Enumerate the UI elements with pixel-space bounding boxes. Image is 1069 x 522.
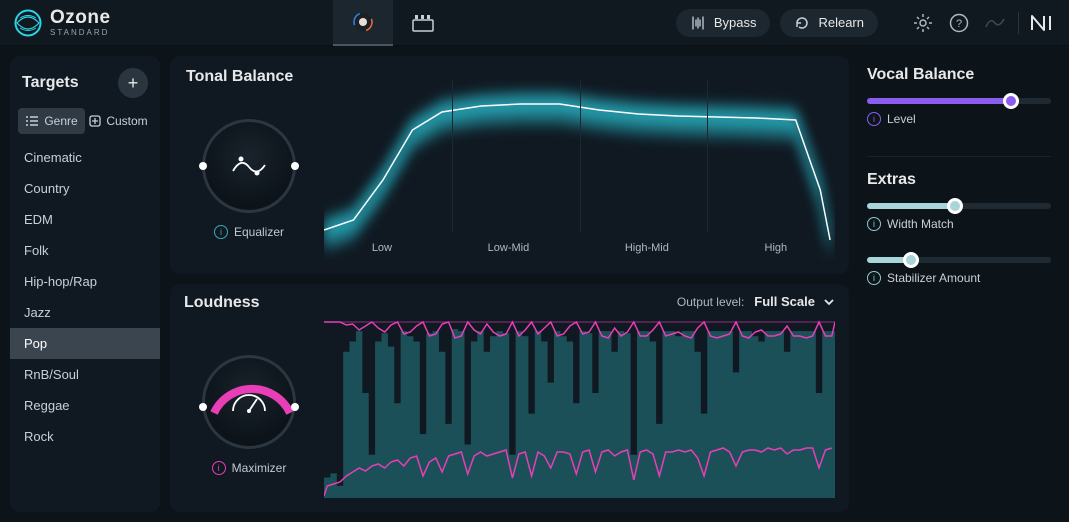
tab-custom-label: Custom: [106, 114, 147, 128]
vocal-level-slider[interactable]: [867, 98, 1051, 104]
info-icon[interactable]: i: [212, 461, 226, 475]
link-button[interactable]: [982, 10, 1008, 36]
add-target-button[interactable]: +: [118, 68, 148, 98]
add-box-icon: [89, 115, 101, 127]
orb-icon: [352, 11, 374, 33]
info-icon[interactable]: i: [867, 271, 881, 285]
list-icon: [25, 115, 39, 127]
genre-item-rock[interactable]: Rock: [10, 421, 160, 452]
vocal-balance-section: Vocal Balance i Level: [859, 56, 1059, 152]
genre-item-folk[interactable]: Folk: [10, 235, 160, 266]
loudness-card: Loudness Output level: Full Scale: [170, 284, 849, 512]
bypass-label: Bypass: [714, 15, 757, 30]
logo-icon: [14, 9, 42, 37]
vocal-level-label: Level: [887, 112, 916, 126]
equalizer-knob[interactable]: [202, 119, 296, 213]
genre-item-edm[interactable]: EDM: [10, 204, 160, 235]
loudness-graph[interactable]: [324, 298, 835, 498]
help-icon: ?: [949, 13, 969, 33]
tonal-balance-card: Tonal Balance i Equalizer: [170, 56, 849, 274]
tonal-title: Tonal Balance: [186, 68, 293, 86]
settings-button[interactable]: [910, 10, 936, 36]
maximizer-label: Maximizer: [232, 461, 287, 475]
genre-item-pop[interactable]: Pop: [10, 328, 160, 359]
modules-icon: [412, 14, 434, 32]
app-edition: STANDARD: [50, 29, 111, 37]
tab-genre-label: Genre: [44, 114, 77, 128]
tab-genre[interactable]: Genre: [18, 108, 85, 134]
band-label: Low: [372, 242, 392, 254]
genre-item-reggae[interactable]: Reggae: [10, 390, 160, 421]
band-label: Low-Mid: [488, 242, 530, 254]
bypass-icon: [690, 15, 706, 31]
svg-text:?: ?: [956, 18, 962, 30]
genre-item-jazz[interactable]: Jazz: [10, 297, 160, 328]
width-match-label: Width Match: [887, 217, 954, 231]
extras-section: Extras i Width Match i St: [859, 161, 1059, 311]
relearn-button[interactable]: Relearn: [780, 9, 878, 37]
output-level-label: Output level:: [677, 295, 744, 309]
info-icon[interactable]: i: [867, 217, 881, 231]
vocal-balance-title: Vocal Balance: [867, 66, 1051, 84]
genre-item-country[interactable]: Country: [10, 173, 160, 204]
maximizer-arc-icon: [202, 355, 302, 455]
stabilizer-slider[interactable]: [867, 257, 1051, 263]
equalizer-label: Equalizer: [234, 225, 284, 239]
info-icon[interactable]: i: [867, 112, 881, 126]
top-tab-assistant[interactable]: [333, 0, 393, 46]
top-tab-modules[interactable]: [393, 0, 453, 46]
help-button[interactable]: ?: [946, 10, 972, 36]
targets-title: Targets: [22, 74, 79, 92]
output-level-select[interactable]: Full Scale: [754, 294, 835, 309]
app-name: Ozone: [50, 8, 111, 27]
relearn-icon: [794, 15, 810, 31]
n-icon: [1030, 14, 1054, 32]
width-match-slider[interactable]: [867, 203, 1051, 209]
wave-link-icon: [984, 13, 1006, 33]
stabilizer-label: Stabilizer Amount: [887, 271, 980, 285]
genre-item-rnb-soul[interactable]: RnB/Soul: [10, 359, 160, 390]
tab-custom[interactable]: Custom: [85, 108, 152, 134]
genre-item-cinematic[interactable]: Cinematic: [10, 142, 160, 173]
app-logo: Ozone STANDARD: [14, 8, 111, 37]
tonal-graph[interactable]: Low Low-Mid High-Mid High: [324, 70, 835, 260]
gear-icon: [913, 13, 933, 33]
relearn-label: Relearn: [818, 15, 864, 30]
eq-curve-icon: [227, 151, 271, 181]
chevron-down-icon: [823, 298, 835, 306]
maximizer-label-row: i Maximizer: [212, 461, 287, 475]
info-icon[interactable]: i: [214, 225, 228, 239]
extras-title: Extras: [867, 171, 1051, 189]
output-level-value: Full Scale: [754, 294, 815, 309]
equalizer-label-row: i Equalizer: [214, 225, 284, 239]
brand-n-button[interactable]: [1029, 10, 1055, 36]
loudness-title: Loudness: [184, 294, 260, 312]
band-label: High-Mid: [625, 242, 669, 254]
band-label: High: [765, 242, 788, 254]
genre-item-hip-hop-rap[interactable]: Hip-hop/Rap: [10, 266, 160, 297]
bypass-button[interactable]: Bypass: [676, 9, 771, 37]
maximizer-knob[interactable]: [202, 355, 296, 449]
